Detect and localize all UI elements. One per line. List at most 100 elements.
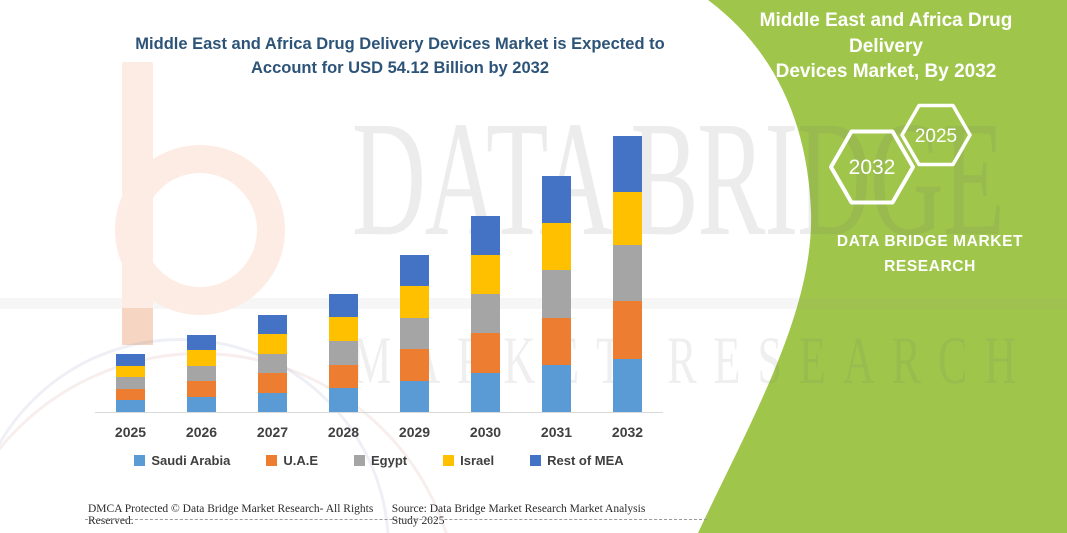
brand-name: DATA BRIDGE MARKET RESEARCH (806, 230, 1054, 280)
hexagon-2025-outline (900, 103, 972, 167)
legend-label: Saudi Arabia (151, 453, 231, 468)
bar-segment-israel-2028 (329, 317, 358, 341)
bar-segment-egypt-2029 (400, 317, 429, 350)
bar-segment-u-a-e-2028 (329, 364, 358, 389)
legend-item-rest-of-mea: Rest of MEA (530, 453, 624, 468)
bar-segment-u-a-e-2030 (471, 333, 500, 373)
bar-segment-u-a-e-2032 (613, 301, 642, 359)
brand-name-line1: DATA BRIDGE MARKET (836, 233, 1024, 250)
stacked-bar-2029 (400, 255, 429, 412)
bar-chart-plot-area (95, 136, 663, 412)
x-axis-label-2032: 2032 (611, 424, 644, 440)
bar-segment-rest-of-mea-2032 (613, 136, 642, 193)
bar-segment-saudi-arabia-2025 (116, 400, 145, 412)
stacked-bar-2030 (471, 215, 500, 412)
stacked-bar-2032 (613, 136, 642, 412)
bar-segment-saudi-arabia-2027 (258, 392, 287, 412)
background-logo-b-foot (122, 308, 153, 345)
legend-swatch-icon (443, 455, 455, 466)
bar-segment-saudi-arabia-2031 (542, 364, 571, 412)
bar-segment-egypt-2030 (471, 294, 500, 334)
legend-item-israel: Israel (443, 453, 494, 468)
bar-segment-rest-of-mea-2027 (258, 314, 287, 334)
bar-segment-rest-of-mea-2031 (542, 176, 571, 224)
bar-segment-rest-of-mea-2028 (329, 293, 358, 318)
bar-segment-egypt-2027 (258, 353, 287, 373)
x-axis-label-2029: 2029 (398, 424, 431, 440)
watermark-text-data-bridge: DATA BRIDGE (352, 87, 1005, 270)
bar-segment-egypt-2028 (329, 340, 358, 365)
side-panel-title-line1: Middle East and Africa Drug Delivery (759, 10, 1013, 57)
bar-segment-u-a-e-2026 (187, 381, 216, 397)
hexagon-2032-outline (829, 129, 915, 205)
x-axis-label-2025: 2025 (114, 424, 147, 440)
bar-segment-egypt-2026 (187, 365, 216, 382)
bar-segment-israel-2031 (542, 223, 571, 271)
legend-swatch-icon (266, 455, 278, 466)
legend-item-saudi-arabia: Saudi Arabia (134, 453, 230, 468)
x-axis-label-2027: 2027 (256, 424, 289, 440)
x-axis-label-2026: 2026 (185, 424, 218, 440)
green-panel-path (698, 0, 1067, 533)
bar-segment-israel-2030 (471, 254, 500, 295)
bar-segment-saudi-arabia-2032 (613, 358, 642, 412)
bar-segment-egypt-2025 (116, 377, 145, 389)
bar-slot-2029 (379, 136, 450, 412)
stacked-bar-2031 (542, 176, 571, 412)
footer-copyright: DMCA Protected © Data Bridge Market Rese… (88, 503, 374, 527)
bar-segment-u-a-e-2031 (542, 317, 571, 365)
footer-divider-line (85, 519, 707, 520)
bar-segment-egypt-2031 (542, 270, 571, 318)
legend-label: Israel (460, 453, 495, 468)
stacked-bar-2025 (116, 354, 145, 412)
bar-slot-2031 (521, 136, 592, 412)
bar-segment-u-a-e-2029 (400, 349, 429, 381)
bar-slot-2030 (450, 136, 521, 412)
bar-segment-israel-2032 (613, 192, 642, 245)
bar-slot-2025 (95, 136, 166, 412)
bar-segment-rest-of-mea-2026 (187, 335, 216, 351)
chart-title: Middle East and Africa Drug Delivery Dev… (95, 33, 705, 81)
hexagon-2025-label: 2025 (915, 126, 957, 147)
x-axis-line (95, 412, 663, 413)
footer: DMCA Protected © Data Bridge Market Rese… (88, 503, 673, 527)
stacked-bar-2026 (187, 335, 216, 412)
legend-item-egypt: Egypt (353, 453, 407, 468)
legend-item-u-a-e: U.A.E (266, 453, 318, 468)
background-stripe (0, 298, 1067, 309)
chart-title-line2: Account for USD 54.12 Billion by 2032 (251, 58, 549, 77)
bar-segment-israel-2025 (116, 365, 145, 378)
bar-segment-israel-2026 (187, 350, 216, 366)
bar-segment-rest-of-mea-2030 (471, 215, 500, 255)
side-panel-title: Middle East and Africa Drug Delivery Dev… (725, 8, 1047, 85)
hexagon-2032-label: 2032 (849, 156, 896, 179)
bar-segment-egypt-2032 (613, 244, 642, 302)
footer-source: Source: Data Bridge Market Research Mark… (391, 503, 646, 527)
bar-segment-saudi-arabia-2026 (187, 396, 216, 412)
side-panel-title-line2: Devices Market, By 2032 (775, 61, 997, 83)
stacked-bar-2028 (329, 293, 358, 412)
bar-segment-israel-2027 (258, 334, 287, 354)
bar-slot-2032 (592, 136, 663, 412)
legend-swatch-icon (134, 455, 146, 466)
bar-segment-rest-of-mea-2025 (116, 354, 145, 366)
chart-legend: Saudi Arabia U.A.E Egypt Israel Rest of MEA (95, 453, 663, 468)
bar-segment-saudi-arabia-2029 (400, 380, 429, 412)
bar-segment-rest-of-mea-2029 (400, 255, 429, 287)
bar-slot-2028 (308, 136, 379, 412)
x-axis-labels: 2025 2026 2027 2028 2029 2030 2031 2032 (95, 424, 663, 440)
bar-slot-2027 (237, 136, 308, 412)
bar-segment-saudi-arabia-2030 (471, 372, 500, 412)
bar-segment-u-a-e-2027 (258, 373, 287, 393)
bar-segment-saudi-arabia-2028 (329, 388, 358, 412)
chart-title-line1: Middle East and Africa Drug Delivery Dev… (135, 35, 665, 53)
brand-name-line2: RESEARCH (884, 257, 976, 275)
watermark-text-market-research: MARKET RESEARCH (352, 322, 1034, 398)
stacked-bar-2027 (258, 314, 287, 412)
legend-label: U.A.E (283, 453, 318, 468)
year-hexagons: 2032 2025 (829, 103, 972, 205)
legend-swatch-icon (353, 455, 365, 466)
bar-slot-2026 (166, 136, 237, 412)
